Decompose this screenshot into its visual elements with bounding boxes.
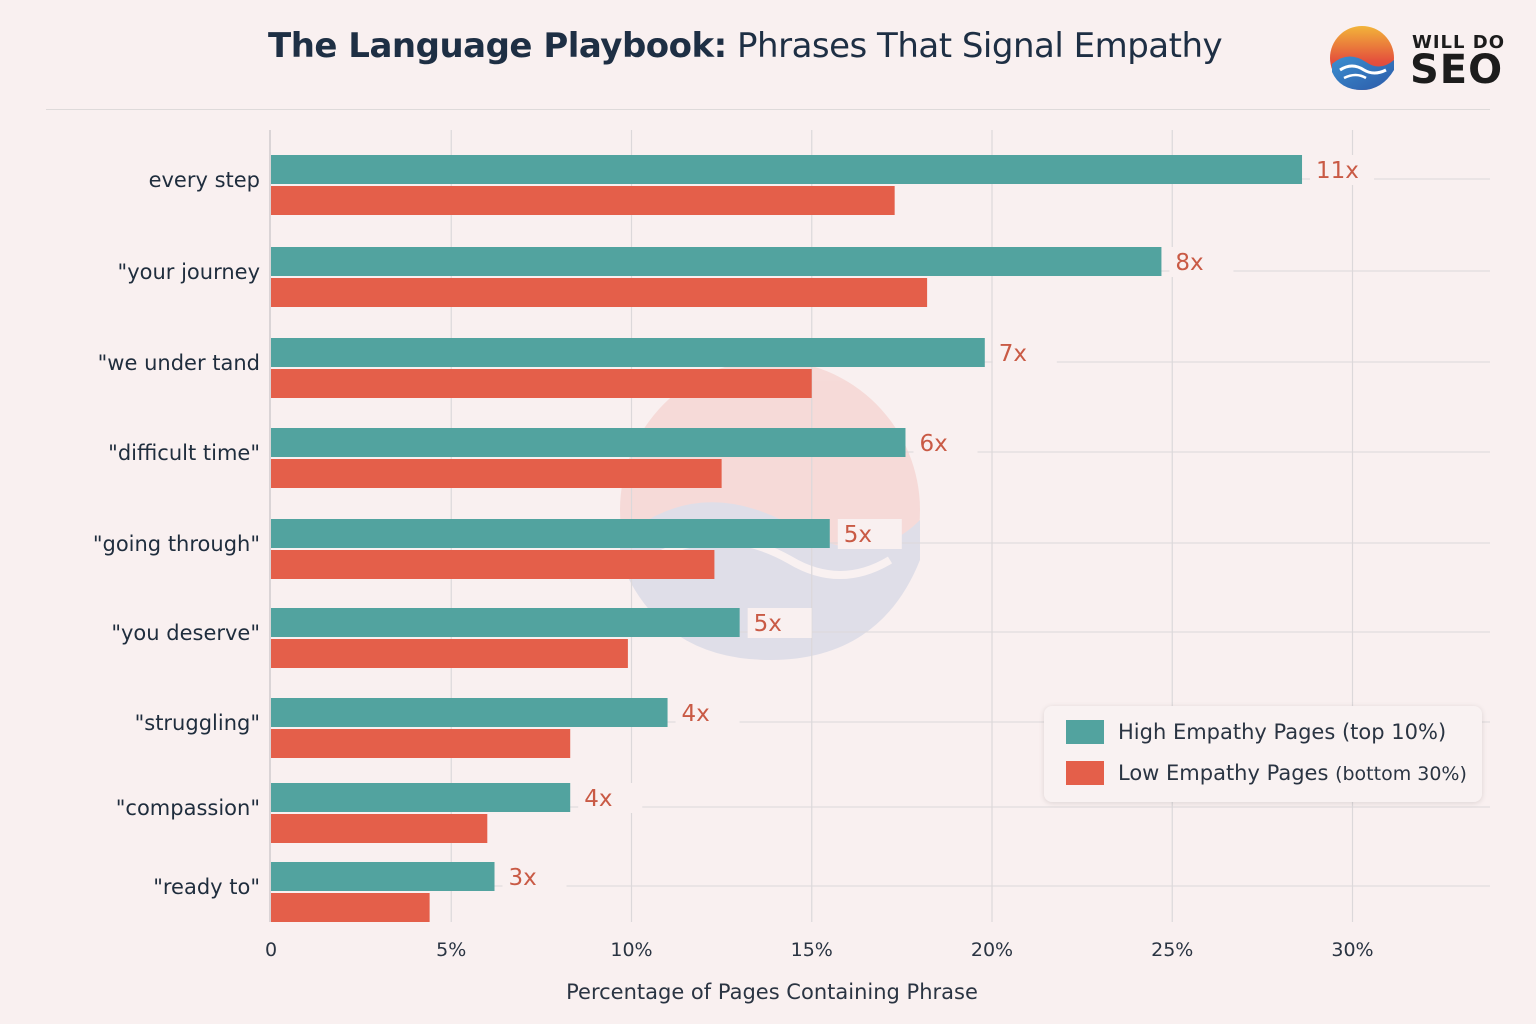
bar-low-empathy [271,186,895,215]
annotation-background [578,783,643,813]
category-label: every step [149,168,260,192]
category-label: "compassion" [116,796,260,820]
bar-high-empathy [271,519,830,548]
chart-title: The Language Playbook: Phrases That Sign… [268,26,1223,66]
x-tick-label: 15% [791,939,833,961]
legend-label-high-text: High Empathy Pages [1118,720,1336,744]
multiplier-label: 11x [1316,158,1359,184]
logo-emblem-icon [1330,26,1394,90]
bar-low-empathy [271,893,430,922]
legend-label-high-note: (top 10%) [1341,720,1447,744]
category-label: "we under tand [98,351,260,375]
legend-label-high: High Empathy Pages (top 10%) [1118,720,1446,744]
multiplier-label: 4x [682,701,710,727]
bar-low-empathy [271,550,715,579]
legend-swatch-high [1066,720,1104,744]
category-label: "struggling" [135,711,260,735]
bar-high-empathy [271,247,1162,276]
bar-high-empathy [271,783,571,812]
x-tick-label: 5% [436,939,466,961]
annotation-background [747,608,812,638]
x-axis-title: Percentage of Pages Containing Phrase [566,980,978,1004]
annotation-background [675,698,740,728]
bar-high-empathy [271,862,495,891]
annotation-background [1169,247,1234,277]
labels-layer: 0 5% 10% 15% 20% 25% 30% every step 11x "your jou… [93,155,1375,961]
category-label: "you deserve" [111,621,260,645]
legend-item-low: Low Empathy Pages (bottom 30%) [1066,761,1467,785]
legend-item-high: High Empathy Pages (top 10%) [1066,720,1446,744]
bar-high-empathy [271,698,668,727]
bar-high-empathy [271,155,1303,184]
bar-high-empathy [271,428,906,457]
bar-low-empathy [271,459,722,488]
bars-layer [271,155,1303,922]
bar-high-empathy [271,608,740,637]
logo-text-bottom: SEO [1410,47,1504,93]
legend-label-low: Low Empathy Pages (bottom 30%) [1118,761,1467,785]
chart-title-rest: Phrases That Signal Empathy [726,26,1223,66]
will-do-seo-logo: WILL DO SEO [1326,20,1516,94]
annotation-background [913,428,978,458]
multiplier-label: 7x [999,341,1027,367]
category-label: "going through" [93,532,260,556]
multiplier-label: 6x [919,431,947,457]
bar-low-empathy [271,814,488,843]
x-tick-label: 0 [265,939,277,961]
category-label: "difficult time" [108,441,260,465]
multiplier-label: 5x [754,611,782,637]
bar-low-empathy [271,369,812,398]
chart-title-bold: The Language Playbook: [268,26,727,66]
annotation-background [502,862,567,892]
annotation-background [992,338,1057,368]
annotation-background [1310,155,1375,185]
legend-swatch-low [1066,761,1104,785]
bar-low-empathy [271,729,571,758]
legend: High Empathy Pages (top 10%) Low Empathy… [1044,706,1482,802]
multiplier-label: 4x [584,786,612,812]
bar-low-empathy [271,639,628,668]
category-label: "ready to" [153,875,260,899]
x-tick-label: 20% [971,939,1013,961]
logo-text-top: WILL DO [1412,32,1506,53]
bar-high-empathy [271,338,985,367]
x-tick-label: 10% [610,939,652,961]
x-tick-label: 25% [1151,939,1193,961]
legend-label-low-note: (bottom 30%) [1335,763,1467,785]
multiplier-label: 3x [509,865,537,891]
multiplier-label: 5x [844,522,872,548]
x-tick-label: 30% [1331,939,1373,961]
multiplier-label: 8x [1175,250,1203,276]
category-label: "your journey [118,260,260,284]
bar-low-empathy [271,278,928,307]
annotation-background [837,519,902,549]
legend-label-low-text: Low Empathy Pages [1118,761,1329,785]
header-divider [46,109,1490,110]
